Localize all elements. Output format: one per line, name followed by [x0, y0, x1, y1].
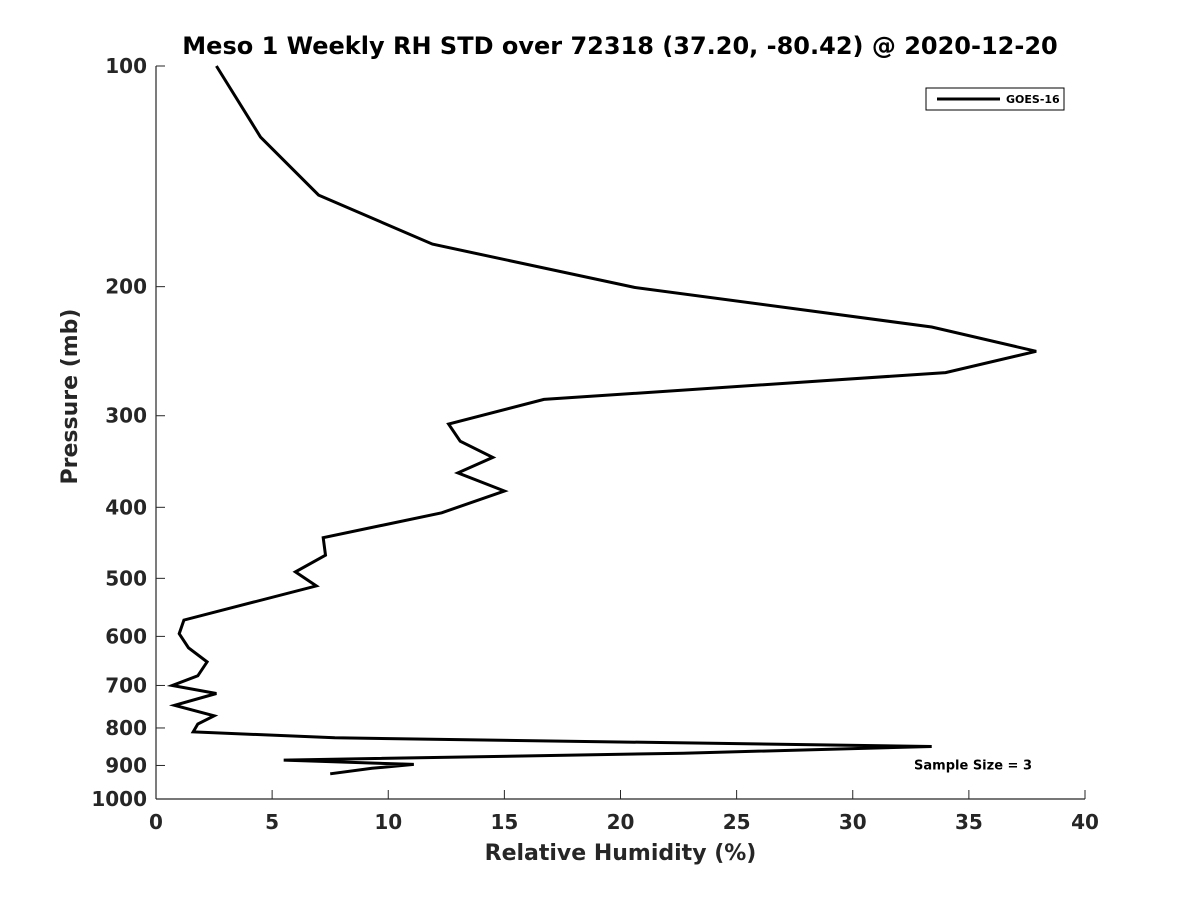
x-tick-label: 40 [1071, 810, 1099, 834]
x-axis-label: Relative Humidity (%) [485, 841, 757, 866]
y-tick-label: 300 [105, 404, 147, 428]
axes-box [156, 66, 1085, 799]
y-tick-label: 1000 [91, 787, 147, 811]
legend: GOES-16 [925, 87, 1065, 111]
sample-size-annotation: Sample Size = 3 [914, 758, 1032, 773]
chart-title: Meso 1 Weekly RH STD over 72318 (37.20, … [182, 32, 1057, 60]
x-tick-label: 25 [723, 810, 751, 834]
x-tick-label: 10 [374, 810, 402, 834]
plot-area [155, 65, 1085, 800]
series-layer [166, 65, 1037, 776]
x-tick-label: 15 [490, 810, 518, 834]
y-tick-label: 500 [105, 566, 147, 590]
y-axis-label: Pressure (mb) [58, 309, 83, 485]
y-tick-label: 100 [105, 54, 147, 78]
x-tick-label: 20 [607, 810, 635, 834]
legend-label-goes-16: GOES-16 [1006, 93, 1060, 106]
y-tick-label: 800 [105, 716, 147, 740]
y-tick-label: 900 [105, 753, 147, 777]
y-axis: 100 200 300 400 500 600 700 800 900 1000 [91, 54, 165, 811]
x-tick-label: 30 [839, 810, 867, 834]
x-tick-label: 5 [265, 810, 279, 834]
y-tick-label: 400 [105, 495, 147, 519]
x-tick-label: 0 [149, 810, 163, 834]
x-axis: 0 5 10 15 20 25 30 35 40 [149, 790, 1099, 834]
y-tick-label: 600 [105, 624, 147, 648]
y-tick-label: 700 [105, 673, 147, 697]
y-tick-label: 200 [105, 275, 147, 299]
series-line-goes-16 [166, 65, 1037, 776]
x-tick-label: 35 [955, 810, 983, 834]
